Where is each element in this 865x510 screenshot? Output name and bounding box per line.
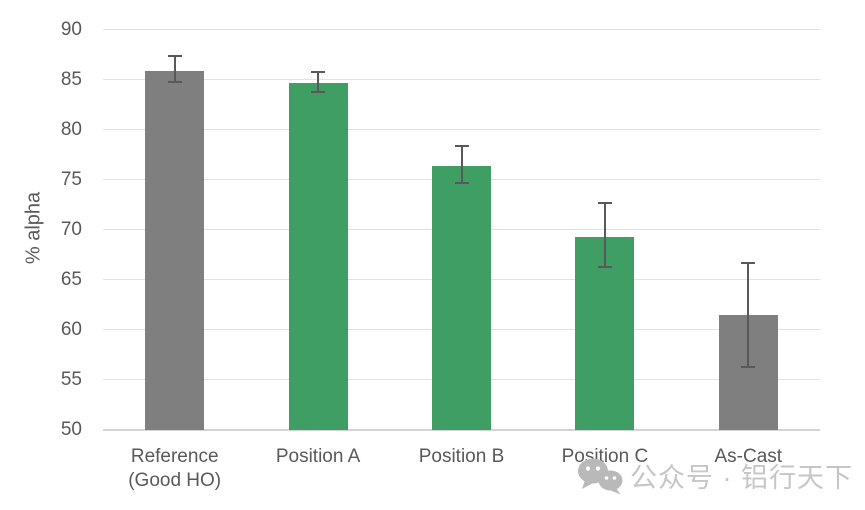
error-bar-whisker — [460, 146, 463, 183]
error-bar-top-cap — [311, 71, 326, 73]
x-category-label: Position A — [275, 446, 361, 467]
error-bar-whisker — [603, 203, 606, 267]
y-tick-label: 65 — [60, 269, 82, 290]
y-tick-label: 75 — [60, 169, 82, 190]
error-bar-top-cap — [741, 262, 756, 264]
error-bar-bottom-cap — [741, 366, 756, 368]
gridline — [103, 79, 820, 80]
error-bar-top-cap — [454, 145, 469, 147]
error-bar-top-cap — [167, 55, 182, 57]
watermark-text: 公众号 · 铝行天下 — [630, 463, 853, 493]
watermark: 公众号 · 铝行天下 — [576, 456, 853, 495]
error-bar-bottom-cap — [311, 91, 326, 93]
x-category-label: Position B — [418, 446, 505, 467]
wechat-icon — [578, 458, 623, 494]
error-bar-whisker — [317, 72, 320, 92]
x-category-label: Reference (Good HO) — [128, 446, 222, 491]
y-tick-label: 80 — [60, 119, 82, 140]
bar — [432, 166, 491, 430]
y-tick-label: 55 — [60, 369, 82, 390]
x-axis-line — [103, 429, 820, 431]
error-bar-top-cap — [597, 202, 612, 204]
error-bar-bottom-cap — [597, 266, 612, 268]
y-tick-label: 50 — [60, 419, 82, 440]
error-bar-whisker — [747, 263, 750, 367]
y-tick-label: 60 — [60, 319, 82, 340]
y-tick-label: 90 — [60, 19, 82, 40]
bar — [288, 83, 348, 430]
gridline — [103, 129, 820, 130]
x-category-label: Position C — [561, 446, 649, 467]
error-bar-bottom-cap — [454, 182, 469, 184]
x-category-label: As-Cast — [714, 446, 783, 467]
y-tick-label: 85 — [60, 69, 82, 90]
error-bar-bottom-cap — [167, 81, 182, 83]
error-bar-whisker — [173, 56, 176, 82]
bar — [145, 71, 205, 430]
bar — [575, 237, 635, 430]
y-tick-label: 70 — [60, 219, 82, 240]
gridline — [103, 29, 820, 30]
